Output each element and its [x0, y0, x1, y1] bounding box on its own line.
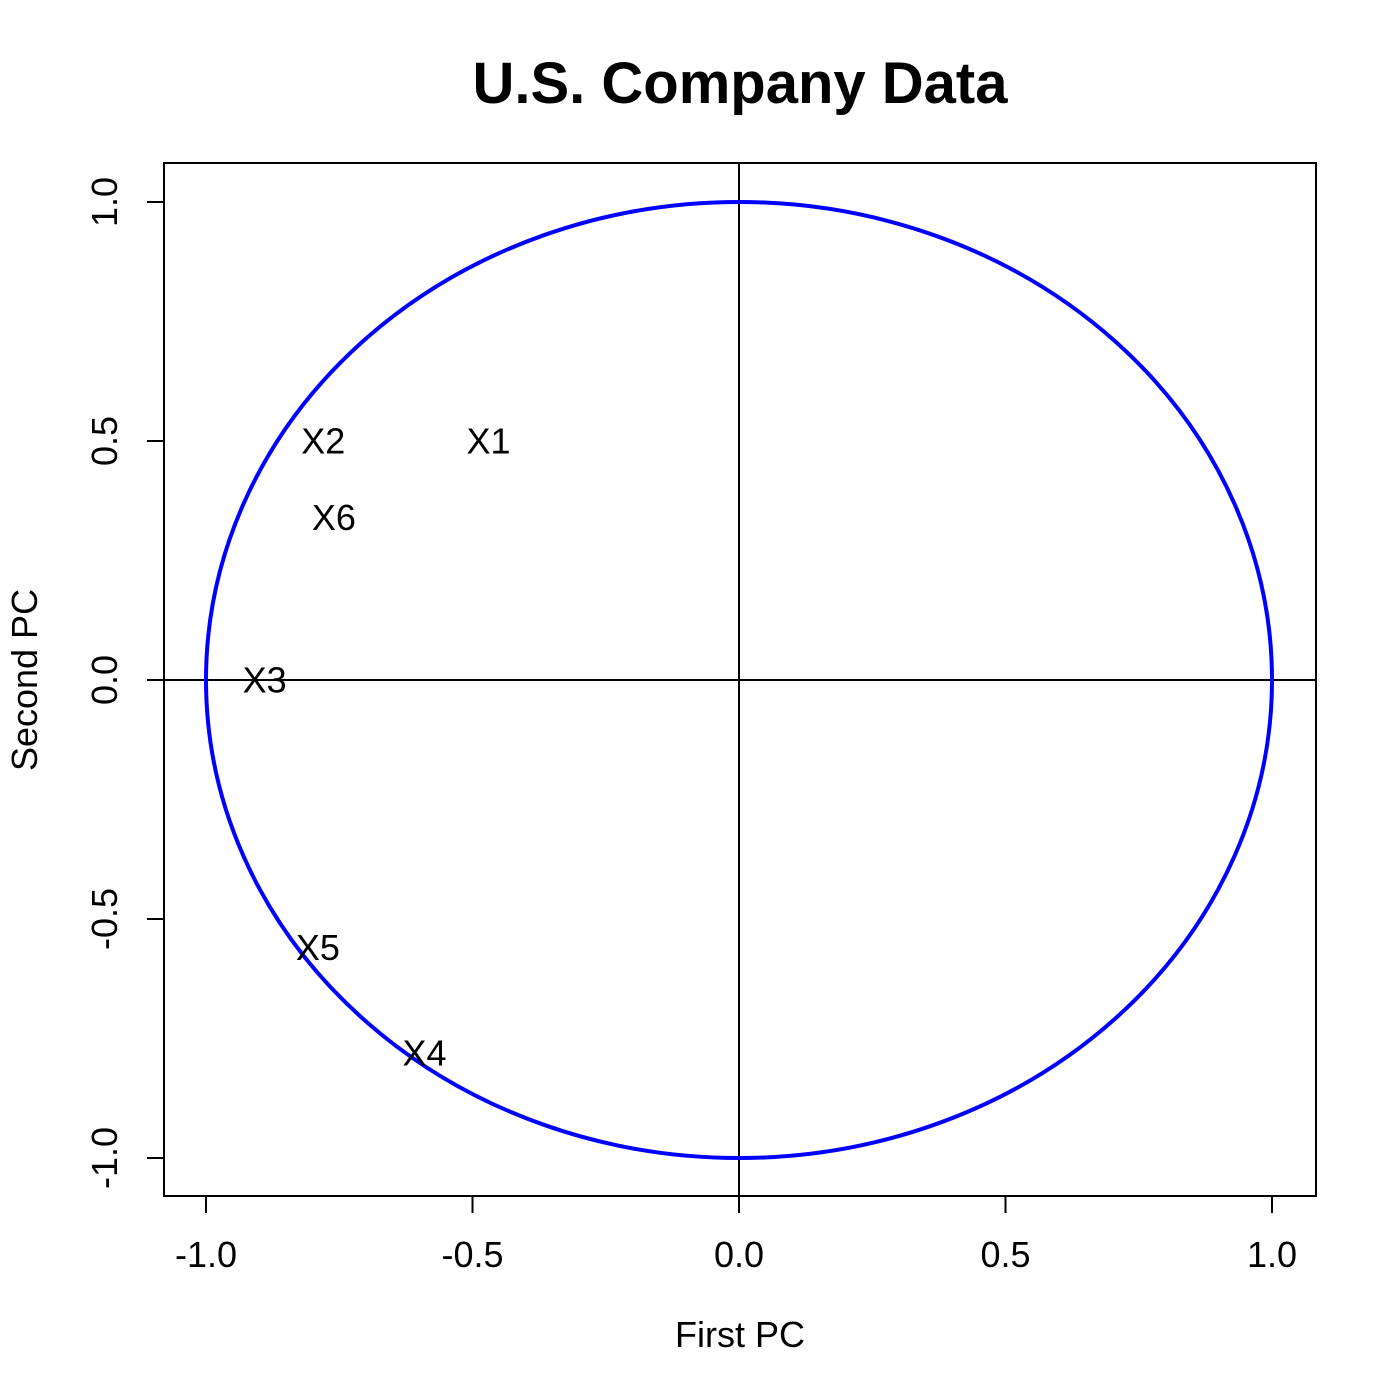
point-label-x3: X3	[243, 660, 287, 701]
plot-area: -1.0 -0.5 0.0 0.5 1.0 -1.0 -0.5 0.0 0.5 1.0 X1 X2 X3…	[84, 162, 1317, 1275]
point-label-x4: X4	[403, 1032, 447, 1073]
point-label-x5: X5	[296, 927, 340, 968]
y-tick-label: 0.5	[84, 416, 125, 466]
y-tick-label: 1.0	[84, 177, 125, 227]
x-tick-label: 0.5	[980, 1234, 1030, 1275]
x-tick-label: -0.5	[441, 1234, 503, 1275]
y-tick-label: 0.0	[84, 655, 125, 705]
y-tick-label: -1.0	[84, 1127, 125, 1189]
y-tick-label: -0.5	[84, 888, 125, 950]
point-label-x6: X6	[312, 497, 356, 538]
x-tick-label: 1.0	[1247, 1234, 1297, 1275]
point-label-x1: X1	[466, 421, 510, 462]
point-label-x2: X2	[301, 421, 345, 462]
x-axis-label: First PC	[675, 1314, 805, 1355]
x-tick-label: 0.0	[714, 1234, 764, 1275]
unit-circle	[204, 200, 1274, 1160]
x-tick-label: -1.0	[175, 1234, 237, 1275]
y-axis-label: Second PC	[4, 589, 45, 771]
chart-title: U.S. Company Data	[473, 51, 1009, 116]
